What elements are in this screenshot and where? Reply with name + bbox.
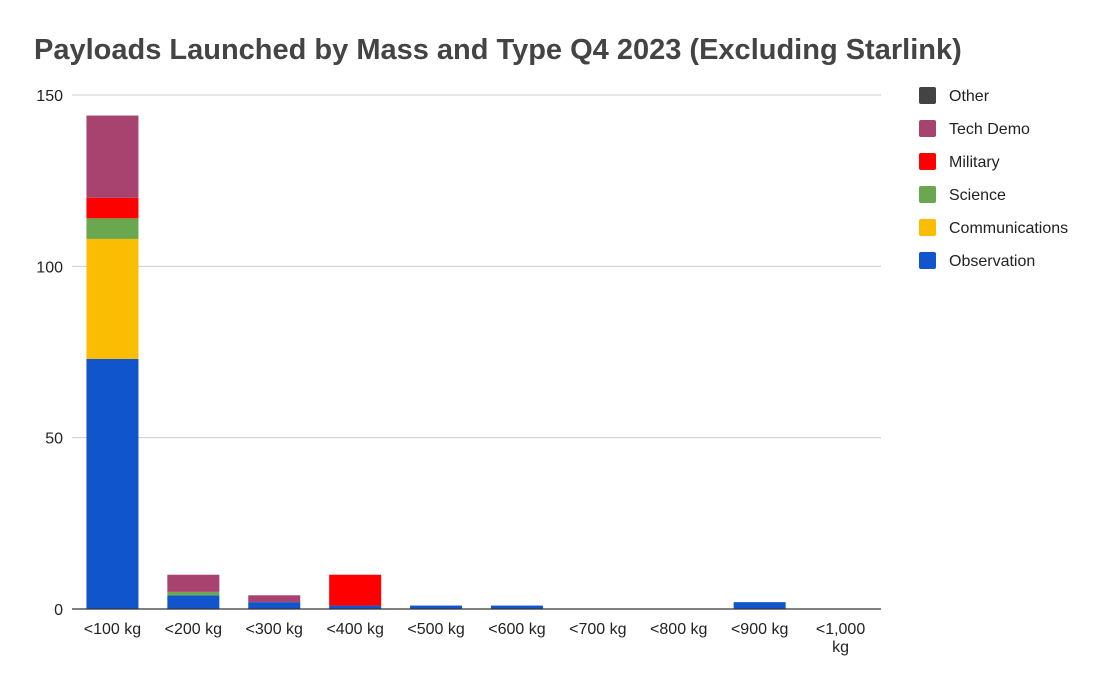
x-axis-ticks: <100 kg <200 kg <300 kg <400 kg <500 kg <600 …	[84, 621, 866, 656]
bar-segment-observation	[490, 605, 543, 609]
chart-title: Payloads Launched by Mass and Type Q4 20…	[34, 34, 962, 66]
legend-swatch	[919, 252, 936, 269]
x-tick-label: <1,000	[816, 621, 865, 638]
legend-label: Observation	[949, 253, 1035, 270]
x-tick-label: <200 kg	[165, 621, 222, 638]
legend-swatch	[919, 153, 936, 170]
legend-label: Other	[949, 88, 990, 105]
bar-segment-communications	[86, 238, 139, 359]
legend-label: Military	[949, 154, 1000, 171]
y-tick-label: 150	[36, 88, 63, 105]
y-axis-ticks: 0 50 100 150	[36, 88, 63, 619]
legend-swatch	[919, 219, 936, 236]
x-tick-label: <100 kg	[84, 621, 141, 638]
bar-segment-observation	[329, 605, 382, 609]
legend-swatch	[919, 120, 936, 137]
y-tick-label: 100	[36, 259, 63, 276]
bar-segment-observation	[410, 605, 463, 609]
legend-swatch	[919, 87, 936, 104]
bar-segment-tech-demo	[167, 574, 220, 592]
x-tick-label: <400 kg	[326, 621, 383, 638]
bar-segment-observation	[248, 602, 301, 609]
x-tick-label: <300 kg	[246, 621, 303, 638]
legend-swatch	[919, 186, 936, 203]
bar-segment-tech-demo	[86, 115, 139, 198]
bar-segment-observation	[86, 358, 139, 609]
legend-label: Tech Demo	[949, 121, 1030, 138]
bar-segment-observation	[733, 602, 786, 609]
bar-segment-military	[329, 574, 382, 606]
x-tick-label: <600 kg	[488, 621, 545, 638]
bar-segment-science	[167, 591, 220, 596]
bar-segment-science	[86, 218, 139, 239]
legend-label: Communications	[949, 220, 1068, 237]
x-tick-label: <900 kg	[731, 621, 788, 638]
bars	[86, 115, 786, 609]
bar-segment-tech-demo	[248, 595, 301, 603]
bar-segment-military	[86, 197, 139, 219]
y-tick-label: 0	[54, 602, 63, 619]
x-tick-label: <700 kg	[569, 621, 626, 638]
gridlines	[72, 94, 881, 439]
y-tick-label: 50	[45, 431, 63, 448]
bar-segment-observation	[167, 595, 220, 609]
x-tick-label: kg	[832, 639, 849, 656]
legend: Other Tech Demo Military Science Communicati…	[919, 87, 1068, 270]
legend-label: Science	[949, 187, 1006, 204]
x-tick-label: <500 kg	[407, 621, 464, 638]
x-tick-label: <800 kg	[650, 621, 707, 638]
